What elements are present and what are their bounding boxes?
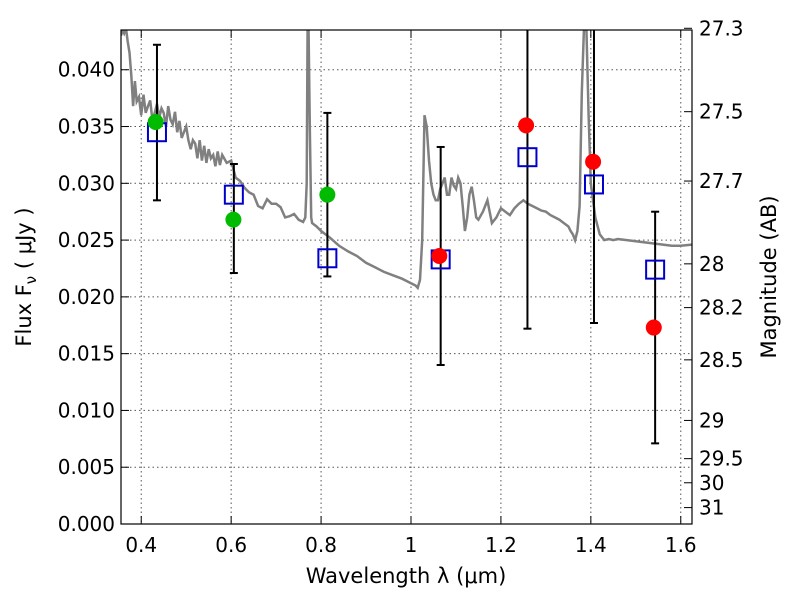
x-tick-label: 1.6	[665, 533, 697, 557]
x-tick-label: 0.4	[125, 533, 157, 557]
x-tick-label: 0.6	[215, 533, 247, 557]
x-axis-label: Wavelength λ (μm)	[306, 564, 507, 588]
magnitude-tick-label: 29.5	[699, 447, 744, 471]
observed-flux-point	[225, 211, 242, 228]
magnitude-tick-label: 28.2	[699, 296, 744, 320]
magnitude-tick-label: 29	[699, 408, 724, 432]
y-tick-label: 0.040	[58, 58, 115, 82]
model-flux-squares	[146, 122, 666, 280]
x-tick-labels: 0.4 0.6 0.8 1 1.2 1.4 1.6	[125, 533, 696, 557]
magnitude-tick-label: 28.5	[699, 348, 744, 372]
y-axis-label-unit: ( μJy )	[12, 207, 36, 275]
x-tick-label: 0.8	[305, 533, 337, 557]
observed-flux-point	[147, 113, 164, 130]
y-axis-label-main: Flux F	[12, 284, 36, 346]
model-flux-square	[517, 147, 538, 168]
y-tick-label: 0.015	[58, 342, 115, 366]
plot-area	[121, 30, 692, 445]
observed-flux-point	[585, 153, 602, 170]
y-axis-label: Flux Fν ( μJy )	[12, 207, 40, 346]
observed-flux-points	[147, 113, 662, 336]
x-tick-label: 1.2	[485, 533, 517, 557]
observed-flux-point	[319, 186, 336, 203]
plot-frame	[120, 29, 693, 525]
model-flux-square	[223, 184, 244, 205]
model-spectrum-line	[121, 30, 692, 291]
y-tick-label: 0.005	[58, 455, 115, 479]
y-tick-label: 0.000	[58, 512, 115, 536]
grid	[121, 30, 692, 525]
observed-flux-point	[518, 117, 535, 134]
y-tick-label: 0.025	[58, 228, 115, 252]
x-tick-label: 1.4	[575, 533, 607, 557]
y-axis-label-subscript: ν	[22, 276, 40, 284]
magnitude-tick-label: 28	[699, 252, 724, 276]
magnitude-tick-label: 27.3	[699, 16, 744, 40]
magnitude-tick-label: 27.5	[699, 100, 744, 124]
magnitude-tick-label: 31	[699, 496, 724, 520]
model-flux-square	[317, 248, 338, 269]
x-tick-label: 1	[405, 533, 418, 557]
magnitude-axis-label: Magnitude (AB)	[757, 195, 781, 358]
y-tick-labels: 0.000 0.005 0.010 0.015 0.020 0.025 0.030 0.035…	[58, 58, 115, 536]
model-flux-square	[645, 259, 666, 280]
axis-ticks	[121, 27, 692, 525]
model-flux-square	[583, 174, 604, 195]
y-tick-label: 0.010	[58, 398, 115, 422]
magnitude-tick-label: 30	[699, 471, 724, 495]
observed-flux-point	[431, 247, 448, 264]
y-tick-label: 0.030	[58, 171, 115, 195]
y-tick-label: 0.020	[58, 285, 115, 309]
observed-flux-point	[645, 319, 662, 336]
y-tick-label: 0.035	[58, 115, 115, 139]
magnitude-tick-label: 27.7	[699, 169, 744, 193]
